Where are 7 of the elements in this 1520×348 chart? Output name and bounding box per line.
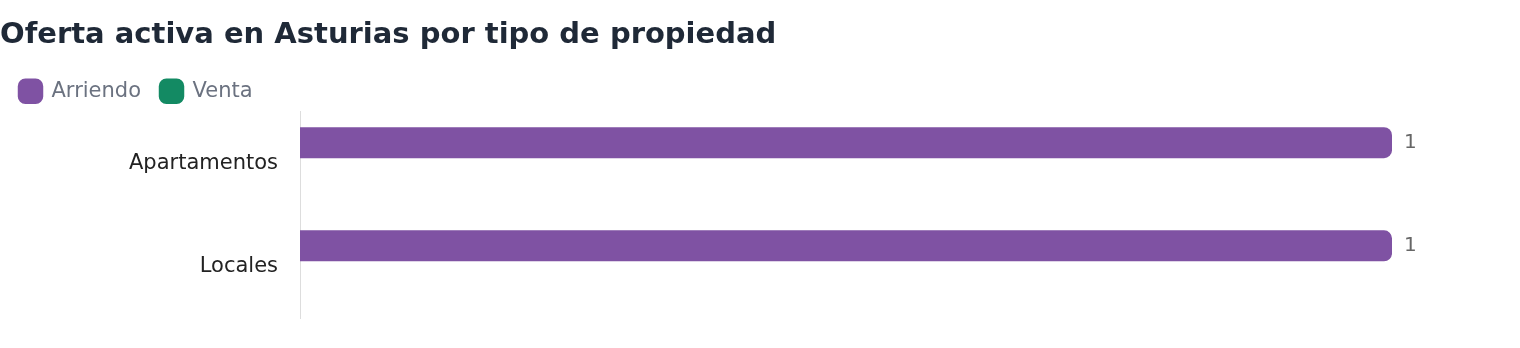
legend-label: Venta: [192, 77, 253, 102]
y-tick-label: Apartamentos: [128, 149, 278, 174]
data-label: 1: [1404, 232, 1417, 257]
legend-label: Arriendo: [51, 77, 142, 102]
chart-title: Oferta activa en Asturias por tipo de propiedad: [0, 15, 777, 50]
y-tick-label: Locales: [199, 252, 278, 277]
data-label: 1: [1404, 128, 1417, 153]
